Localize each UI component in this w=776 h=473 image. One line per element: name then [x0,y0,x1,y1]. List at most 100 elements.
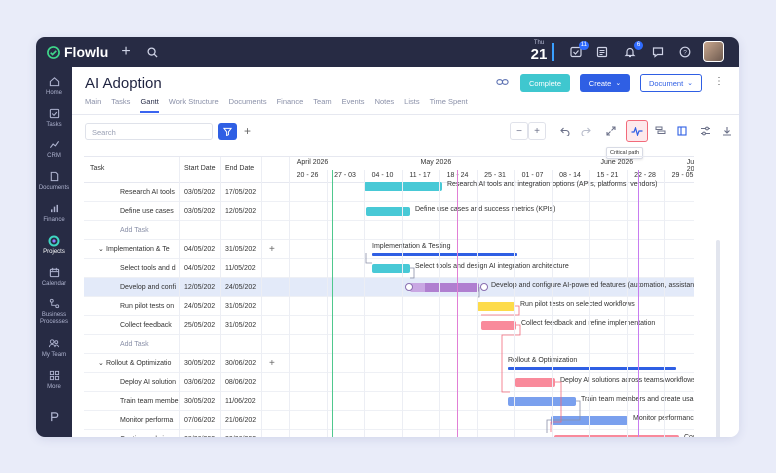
tab-finance[interactable]: Finance [276,97,304,106]
task-bar[interactable] [410,283,479,292]
notes-icon[interactable] [594,44,610,60]
chevron-down-icon[interactable]: ⌄ [98,360,104,367]
columns-icon[interactable] [673,122,691,140]
zoom-out-button[interactable]: − [510,122,528,140]
task-name[interactable]: Collect feedback [120,322,172,329]
tab-work-structure[interactable]: Work Structure [168,97,219,106]
start-date-cell[interactable]: 03/05/202 [184,189,216,196]
task-bar[interactable] [508,397,576,406]
tab-lists[interactable]: Lists [404,97,420,106]
app-logo[interactable]: Flowlu [47,44,108,60]
settings-sliders-icon[interactable] [696,122,714,140]
add-subtask-icon[interactable]: + [269,244,275,255]
tab-time-spent[interactable]: Time Spent [429,97,468,106]
help-icon[interactable]: ? [677,44,693,60]
task-name[interactable]: Monitor performa [120,417,174,424]
search-icon[interactable] [144,44,160,60]
start-date-cell[interactable]: 25/05/202 [184,322,216,329]
sidebar-item-my-team[interactable]: My Team [36,338,72,359]
end-date-cell[interactable]: 30/06/202 [225,430,261,437]
add-task-link[interactable]: Add Task [120,341,149,348]
vertical-scrollbar[interactable] [716,240,720,437]
task-bar[interactable] [554,435,679,437]
task-name[interactable]: Implementation & Te [106,246,170,253]
add-icon[interactable]: + [121,43,131,60]
end-date-cell[interactable]: 12/05/202 [225,208,257,215]
flowlu-mark-icon[interactable] [36,411,72,425]
task-bar[interactable] [366,207,410,216]
sidebar-item-tasks[interactable]: Tasks [36,108,72,129]
add-subtask-icon[interactable]: + [269,358,275,369]
task-bar[interactable] [372,264,410,273]
sidebar-item-business-processes[interactable]: Business Processes [36,298,72,326]
start-date-cell[interactable]: 12/05/202 [184,284,216,291]
user-avatar[interactable] [703,41,724,62]
redo-icon[interactable] [577,122,595,140]
task-name[interactable]: Research AI tools [120,189,175,196]
end-date-cell[interactable]: 24/05/202 [225,284,257,291]
start-date-cell[interactable]: 03/06/202 [184,379,216,386]
task-row[interactable]: Collect feedback 25/05/202 31/05/202 Collec… [84,316,694,335]
task-row[interactable]: Monitor performa 07/06/202 21/06/202 Monito… [84,411,694,430]
end-date-cell[interactable]: 08/06/202 [225,379,257,386]
add-task-icon[interactable]: + [244,124,252,138]
task-name[interactable]: Continuously impr [120,430,179,437]
filter-button[interactable] [218,123,237,140]
task-row[interactable]: Train team membe 30/05/202 11/06/202 Train … [84,392,694,411]
end-date-cell[interactable]: 30/06/202 [225,360,257,367]
sidebar-item-crm[interactable]: CRM [36,139,72,160]
task-row[interactable]: Deploy AI solution 03/06/202 08/06/202 Depl… [84,373,694,392]
task-row[interactable]: Select tools and d 04/05/202 11/05/202 Sele… [84,259,694,278]
group-summary-bar[interactable] [372,253,517,256]
tab-main[interactable]: Main [85,97,102,106]
task-row[interactable]: Run pilot tests on 24/05/202 31/05/202 Run … [84,297,694,316]
add-task-link[interactable]: Add Task [120,227,149,234]
task-row[interactable]: Research AI tools 03/05/202 17/05/202 Resea… [84,181,694,202]
tab-gantt[interactable]: Gantt [140,97,159,113]
baseline-icon[interactable] [651,122,669,140]
add-task-row[interactable]: Add Task [84,335,694,354]
link-icon[interactable] [496,77,509,90]
tab-tasks[interactable]: Tasks [111,97,131,106]
undo-icon[interactable] [556,122,574,140]
task-name[interactable]: Define use cases [120,208,174,215]
more-options-icon[interactable]: ⋮ [714,76,724,87]
end-date-cell[interactable]: 21/06/202 [225,417,257,424]
end-date-cell[interactable]: 31/05/202 [225,246,257,253]
document-button[interactable]: Document ⌄ [640,74,702,92]
task-name[interactable]: Run pilot tests on [120,303,175,310]
task-bar[interactable] [481,321,516,330]
column-header-task[interactable]: Task [90,165,105,172]
start-date-cell[interactable]: 24/05/202 [184,303,216,310]
chat-icon[interactable] [650,44,666,60]
tab-events[interactable]: Events [341,97,365,106]
sidebar-item-home[interactable]: Home [36,76,72,97]
end-date-cell[interactable]: 31/05/202 [225,322,257,329]
start-date-cell[interactable]: 03/05/202 [184,208,216,215]
tab-notes[interactable]: Notes [374,97,395,106]
start-date-cell[interactable]: 04/05/202 [184,246,216,253]
task-name[interactable]: Deploy AI solution [120,379,177,386]
end-date-cell[interactable]: 17/05/202 [225,189,257,196]
tab-team[interactable]: Team [313,97,332,106]
download-icon[interactable] [718,122,736,140]
task-group-row[interactable]: ⌄ Rollout & Optimizatio 30/05/202 30/06/202… [84,354,694,373]
sidebar-item-finance[interactable]: Finance [36,203,72,224]
group-summary-bar[interactable] [508,367,676,370]
task-row[interactable]: Continuously impr 08/06/202 30/06/202 Conti… [84,430,694,437]
chevron-down-icon[interactable]: ⌄ [98,246,104,253]
expand-icon[interactable] [602,122,620,140]
sidebar-item-projects[interactable]: Projects [36,235,72,256]
start-date-cell[interactable]: 07/06/202 [184,417,216,424]
link-handle[interactable] [405,283,413,291]
end-date-cell[interactable]: 11/05/202 [225,265,256,272]
end-date-cell[interactable]: 11/06/202 [225,398,256,405]
column-header-start-date[interactable]: Start Date [184,165,216,172]
sidebar-item-calendar[interactable]: Calendar [36,267,72,288]
start-date-cell[interactable]: 04/05/202 [184,265,216,272]
task-group-row[interactable]: ⌄ Implementation & Te 04/05/202 31/05/202 + I… [84,240,694,259]
start-date-cell[interactable]: 08/06/202 [184,430,220,437]
current-date[interactable]: Thu 21 [526,40,552,63]
start-date-cell[interactable]: 30/05/202 [184,398,216,405]
zoom-in-button[interactable]: + [528,122,546,140]
